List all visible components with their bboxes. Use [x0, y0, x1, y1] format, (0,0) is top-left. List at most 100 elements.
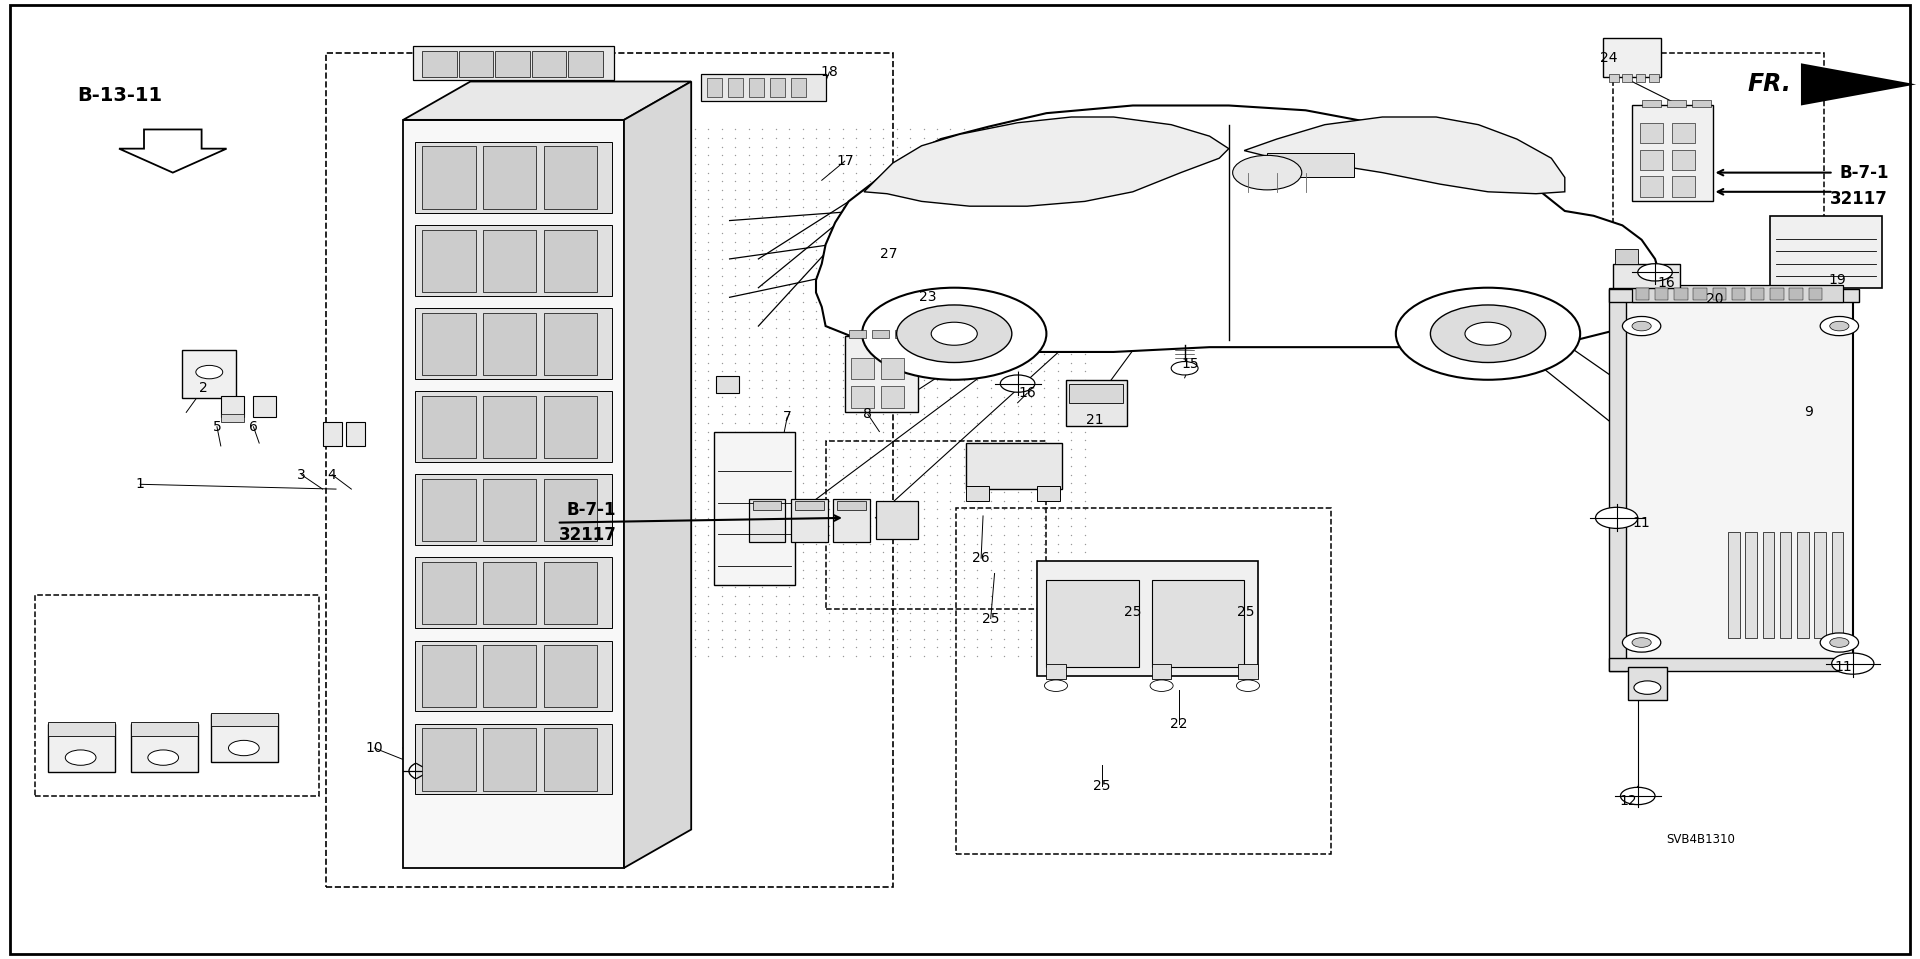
Text: SVB4B1310: SVB4B1310 [1667, 832, 1736, 846]
Text: 3: 3 [298, 468, 305, 481]
Bar [1046, 580, 1139, 667]
Text: 4: 4 [328, 468, 336, 481]
Bar [1609, 289, 1859, 302]
Text: B-13-11: B-13-11 [77, 86, 161, 105]
Polygon shape [864, 117, 1229, 206]
Bar [1745, 532, 1757, 638]
Text: 16: 16 [1018, 386, 1037, 400]
Bar [1037, 561, 1258, 676]
Bar [211, 713, 278, 726]
Bar [532, 51, 566, 77]
Bar [749, 499, 785, 542]
Bar [1809, 288, 1822, 300]
Circle shape [1596, 507, 1638, 528]
Bar [484, 479, 536, 541]
Bar [1632, 285, 1843, 302]
Circle shape [1634, 681, 1661, 694]
Bar [1751, 288, 1764, 300]
Text: 27: 27 [879, 247, 899, 261]
Polygon shape [1244, 117, 1565, 194]
Circle shape [1820, 633, 1859, 652]
Bar [791, 499, 828, 542]
Bar [1667, 100, 1686, 107]
Bar [1692, 100, 1711, 107]
Bar [1636, 74, 1645, 82]
Bar [833, 499, 870, 542]
Bar [1613, 264, 1680, 288]
Circle shape [1832, 653, 1874, 674]
Bar [701, 74, 826, 101]
Circle shape [1622, 316, 1661, 336]
Bar [1672, 123, 1695, 143]
Bar [634, 125, 1094, 662]
Bar [415, 142, 612, 213]
Bar [221, 396, 244, 417]
Circle shape [1820, 316, 1859, 336]
Bar [422, 479, 476, 541]
Bar [346, 422, 365, 446]
Bar [1632, 105, 1713, 201]
Text: 22: 22 [1169, 717, 1188, 731]
Bar [1713, 288, 1726, 300]
Bar [826, 441, 1046, 609]
Text: 15: 15 [1181, 358, 1200, 371]
Bar [851, 358, 874, 379]
Text: 26: 26 [972, 551, 991, 565]
Bar [1672, 150, 1695, 170]
Text: 1: 1 [136, 478, 144, 491]
Text: 25: 25 [1236, 605, 1256, 619]
Circle shape [931, 322, 977, 345]
Bar [881, 358, 904, 379]
Bar [35, 595, 319, 796]
Polygon shape [1801, 63, 1916, 105]
Bar [48, 722, 115, 736]
Bar [714, 432, 795, 585]
Bar [1069, 384, 1123, 403]
Text: FR.: FR. [1747, 72, 1791, 97]
Bar [1640, 123, 1663, 143]
Bar [484, 396, 536, 458]
Bar [1066, 380, 1127, 426]
Text: 6: 6 [250, 420, 257, 433]
Circle shape [1044, 680, 1068, 691]
Bar [749, 78, 764, 97]
Bar [753, 501, 781, 510]
Circle shape [148, 750, 179, 765]
Bar [413, 46, 614, 80]
Text: 11: 11 [1834, 660, 1853, 673]
Bar [495, 51, 530, 77]
Text: 18: 18 [820, 65, 839, 79]
Bar [966, 443, 1062, 489]
Bar [422, 51, 457, 77]
Text: 25: 25 [1092, 780, 1112, 793]
Circle shape [409, 760, 451, 782]
Bar [1728, 532, 1740, 638]
Bar [837, 501, 866, 510]
Bar [1622, 74, 1632, 82]
Bar [415, 225, 612, 295]
Bar [956, 508, 1331, 854]
Bar [1814, 532, 1826, 638]
Bar [131, 722, 198, 736]
Bar [48, 724, 115, 772]
Circle shape [1171, 362, 1198, 375]
Bar [849, 330, 866, 338]
Bar [131, 724, 198, 772]
Polygon shape [119, 129, 227, 173]
Bar [484, 728, 536, 790]
Bar [728, 78, 743, 97]
Bar [543, 147, 597, 209]
Bar [1763, 532, 1774, 638]
Bar [422, 313, 476, 375]
Bar [845, 336, 918, 412]
Bar [415, 308, 612, 379]
Bar [484, 562, 536, 624]
Bar [716, 376, 739, 393]
Bar [1672, 176, 1695, 197]
Bar [1615, 249, 1638, 264]
Bar [415, 557, 612, 628]
Text: 11: 11 [1632, 516, 1651, 529]
Text: 20: 20 [1705, 292, 1724, 306]
Bar [966, 486, 989, 501]
Bar [1693, 288, 1707, 300]
